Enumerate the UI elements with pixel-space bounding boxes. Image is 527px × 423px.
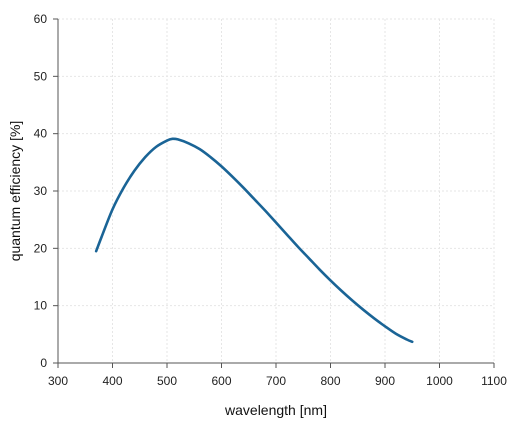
y-tick-label: 30 [34, 184, 48, 198]
x-tick-label: 700 [266, 374, 286, 388]
x-tick-label: 900 [375, 374, 395, 388]
tick-marks [53, 18, 495, 368]
x-tick-label: 1000 [426, 374, 453, 388]
x-tick-label: 400 [102, 374, 122, 388]
x-tick-label: 600 [211, 374, 231, 388]
y-tick-label: 10 [34, 299, 48, 313]
series-layer [94, 137, 414, 344]
y-tick-label: 50 [34, 69, 48, 83]
y-tick-label: 60 [34, 12, 48, 26]
x-tick-label: 300 [48, 374, 68, 388]
x-axis-title: wavelength [nm] [224, 402, 327, 418]
gridlines [58, 18, 495, 363]
y-tick-label: 20 [34, 241, 48, 255]
tick-labels: 300 400 500 600 700 800 900 1000 1100 0 10 20 30 40 50… [34, 12, 508, 388]
y-axis-title: quantum efficiency [%] [7, 121, 23, 262]
x-tick-label: 1100 [481, 374, 507, 388]
quantum-efficiency-line [94, 137, 414, 344]
x-tick-label: 800 [320, 374, 340, 388]
y-tick-label: 40 [34, 127, 48, 141]
y-tick-label: 0 [40, 356, 47, 370]
x-tick-label: 500 [157, 374, 177, 388]
